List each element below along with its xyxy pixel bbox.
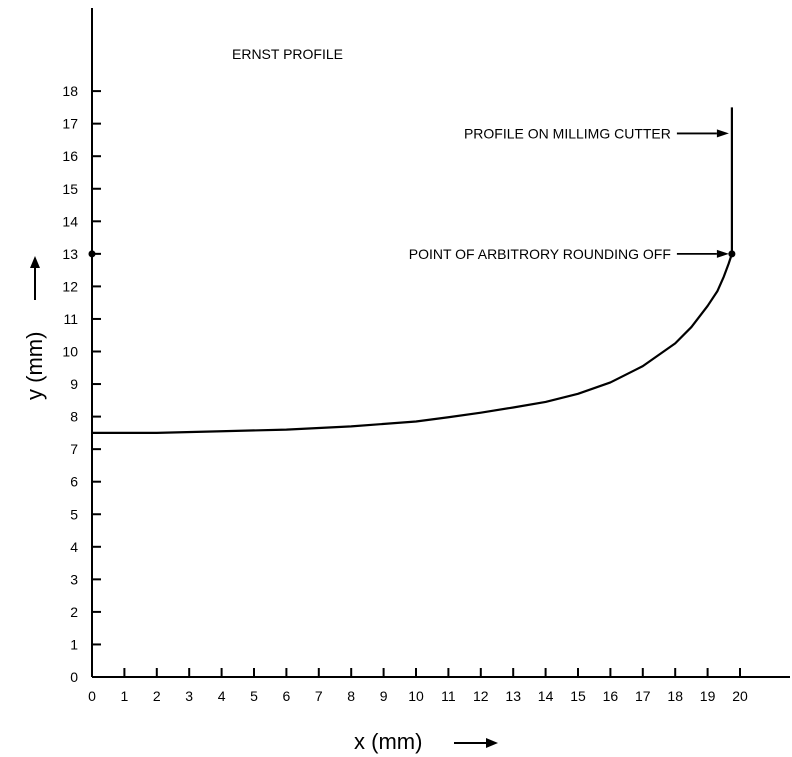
x-tick-label: 1	[121, 688, 129, 704]
profile-line	[92, 107, 734, 434]
x-axis-title-arrow-head	[486, 738, 498, 748]
x-tick-label: 8	[347, 688, 355, 704]
x-tick-label: 14	[538, 688, 554, 704]
annotation-arrow-head	[716, 249, 729, 258]
x-tick-label: 19	[700, 688, 716, 704]
x-tick-label: 18	[667, 688, 683, 704]
y-tick-label: 13	[62, 246, 78, 262]
points-layer	[88, 250, 736, 258]
y-tick-label: 14	[62, 213, 78, 229]
series-layer	[92, 107, 734, 434]
x-tick-label: 6	[283, 688, 291, 704]
x-tick-label: 13	[505, 688, 521, 704]
x-tick-label: 20	[732, 688, 748, 704]
y-tick-label: 10	[62, 344, 78, 360]
annotation-arrow-head	[716, 129, 729, 138]
x-tick-label: 16	[603, 688, 619, 704]
x-tick-label: 7	[315, 688, 323, 704]
y-tick-label: 2	[70, 604, 78, 620]
x-tick-label: 10	[408, 688, 424, 704]
y-tick-label: 18	[62, 83, 78, 99]
y-tick-label: 0	[70, 669, 78, 685]
y-axis-title: y (mm)	[22, 332, 47, 400]
x-tick-label: 0	[88, 688, 96, 704]
y-tick-label: 17	[62, 116, 78, 132]
y-tick-label: 6	[70, 474, 78, 490]
y-tick-label: 16	[62, 148, 78, 164]
x-tick-label: 11	[441, 688, 456, 704]
y-tick-label: 12	[62, 278, 78, 294]
y-tick-label: 3	[70, 571, 78, 587]
x-ticks: 0 1 2 3 4 5 6 7 8 9 10 11 12 13 14 15 16 17 18 19 20	[88, 668, 748, 704]
x-axis-title: x (mm)	[354, 729, 422, 754]
y-tick-label: 5	[70, 506, 78, 522]
y-axis-title-arrow-head	[30, 256, 40, 268]
y-tick-label: 9	[70, 376, 78, 392]
x-tick-label: 12	[473, 688, 489, 704]
x-tick-label: 9	[380, 688, 388, 704]
y-tick-label: 7	[70, 441, 78, 457]
x-tick-label: 15	[570, 688, 586, 704]
y-tick-label: 8	[70, 409, 78, 425]
axes	[91, 8, 790, 678]
y-tick-label: 1	[70, 636, 78, 652]
annotation-layer: PROFILE ON MILLIMG CUTTER POINT OF ARBITR…	[409, 125, 729, 262]
x-tick-label: 3	[185, 688, 193, 704]
annotation-label: POINT OF ARBITRORY ROUNDING OFF	[409, 246, 671, 262]
marker-point	[88, 250, 96, 258]
marker-point	[728, 250, 736, 258]
y-tick-label: 4	[70, 539, 78, 555]
x-tick-label: 17	[635, 688, 651, 704]
y-tick-label: 15	[62, 181, 78, 197]
x-tick-label: 5	[250, 688, 258, 704]
chart-title: ERNST PROFILE	[232, 46, 343, 62]
x-tick-label: 2	[153, 688, 161, 704]
y-tick-label: 11	[63, 311, 78, 327]
x-tick-label: 4	[218, 688, 226, 704]
annotation-label: PROFILE ON MILLIMG CUTTER	[464, 125, 671, 141]
